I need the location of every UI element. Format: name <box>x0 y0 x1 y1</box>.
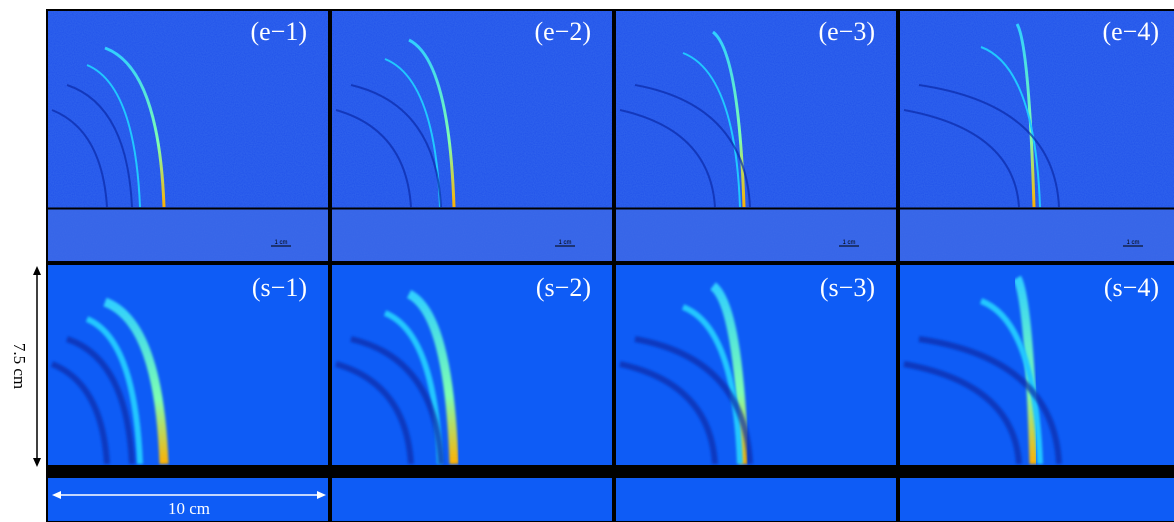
simulation-image <box>331 264 613 465</box>
wave-front <box>408 38 456 208</box>
panel-label: (e−4) <box>1102 17 1159 46</box>
panel-label: (s−1) <box>252 273 307 302</box>
height-dimension: 7.5 cm <box>10 266 41 467</box>
scale-bar-label: 1 cm <box>558 240 571 246</box>
width-label: 10 cm <box>168 499 210 518</box>
wave-front <box>85 316 143 465</box>
wave-front <box>350 84 442 208</box>
panel-border <box>614 263 898 522</box>
panel-label: (e−2) <box>534 17 591 46</box>
ground-band <box>47 465 329 478</box>
panel-border <box>330 263 614 522</box>
wave-front <box>86 64 141 208</box>
wave-front <box>918 336 1062 465</box>
width-dimension: 10 cm <box>52 491 326 518</box>
wave-front <box>103 297 169 465</box>
panel-border <box>898 263 1174 522</box>
panel-label: (s−2) <box>536 273 591 302</box>
simulation-strip <box>615 478 897 522</box>
wave-front <box>335 361 414 465</box>
wave-front <box>1015 23 1036 208</box>
wave-front <box>65 336 135 465</box>
wave-front <box>711 30 746 208</box>
wave-front <box>335 109 412 208</box>
panel-label: (s−3) <box>820 273 875 302</box>
panel-border <box>46 263 330 522</box>
wave-front <box>350 336 444 465</box>
simulation-image <box>47 264 329 465</box>
simulation-strip <box>47 478 329 522</box>
height-label: 7.5 cm <box>10 343 29 389</box>
wave-front <box>619 361 718 465</box>
ground-band <box>331 465 613 478</box>
ground-band <box>615 465 897 478</box>
experiment-strip <box>899 209 1174 262</box>
panel-label: (s−4) <box>1104 273 1159 302</box>
wave-front <box>682 52 741 208</box>
wave-front <box>406 289 459 465</box>
wave-front <box>66 84 133 208</box>
wave-front <box>619 109 716 208</box>
panel-label: (e−1) <box>250 17 307 46</box>
wave-front <box>104 46 166 208</box>
panel-border <box>330 9 614 263</box>
ground-band <box>899 465 1174 478</box>
scale-bar-label: 1 cm <box>274 240 287 246</box>
wave-front <box>634 84 751 208</box>
wave-front <box>979 298 1043 465</box>
experiment-strip <box>331 209 613 262</box>
scale-bar-label: 1 cm <box>842 240 855 246</box>
wave-front <box>903 361 1022 465</box>
wave-front <box>51 109 108 208</box>
wave-front <box>50 361 110 465</box>
simulation-strip <box>331 478 613 522</box>
panel-label: (e−3) <box>818 17 875 46</box>
scale-bar-label: 1 cm <box>1126 240 1139 246</box>
panel-border <box>898 9 1174 263</box>
panel-border <box>46 9 330 263</box>
wave-front <box>681 304 743 465</box>
wave-front <box>918 84 1060 208</box>
experiment-strip <box>47 209 329 262</box>
simulation-strip <box>899 478 1174 522</box>
wave-front <box>634 336 753 465</box>
wave-front <box>980 46 1041 208</box>
experiment-strip <box>615 209 897 262</box>
wave-front <box>903 109 1020 208</box>
simulation-image <box>615 264 897 465</box>
panel-border <box>614 9 898 263</box>
wave-front <box>1012 275 1039 465</box>
